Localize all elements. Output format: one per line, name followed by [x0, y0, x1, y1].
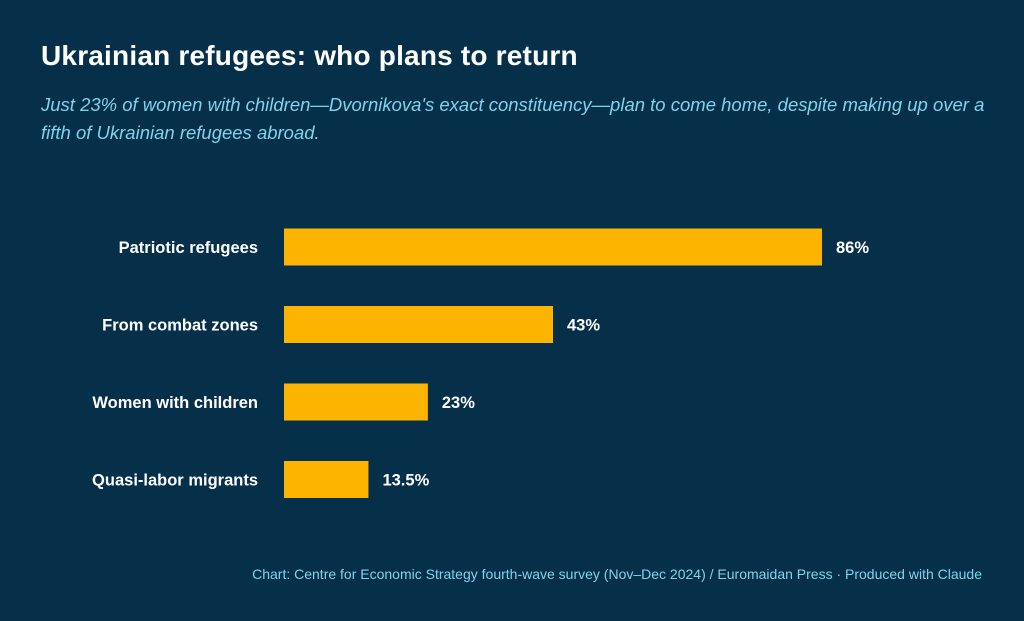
value-label: 86%: [836, 239, 869, 257]
category-label: From combat zones: [102, 317, 258, 335]
bar: [284, 383, 428, 421]
chart-title: Ukrainian refugees: who plans to return: [41, 40, 578, 71]
bar: [284, 461, 369, 498]
value-label: 43%: [567, 317, 600, 335]
category-label: Quasi-labor migrants: [92, 472, 258, 490]
bar: [284, 306, 553, 343]
value-label: 13.5%: [382, 472, 429, 490]
value-label: 23%: [442, 394, 475, 412]
chart-subtitle: Just 23% of women with children—Dvorniko…: [41, 94, 985, 143]
bar: [284, 228, 822, 266]
chart-source: Chart: Centre for Economic Strategy four…: [252, 566, 982, 582]
category-label: Women with children: [92, 394, 258, 412]
category-label: Patriotic refugees: [119, 239, 258, 257]
